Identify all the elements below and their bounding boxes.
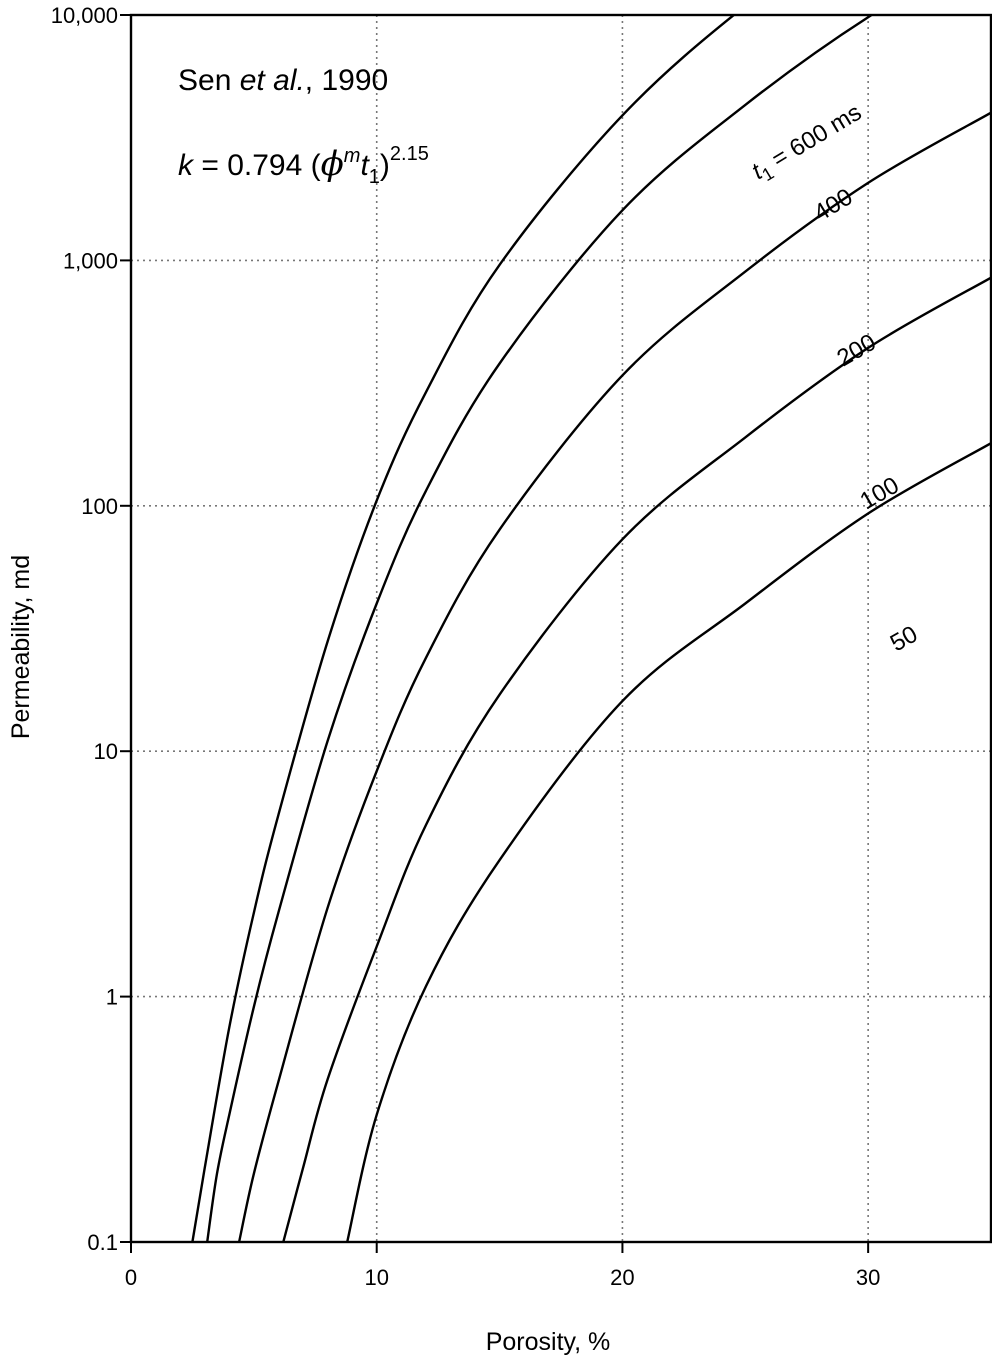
y-tick-label: 1 <box>106 985 118 1010</box>
y-tick-label: 10 <box>94 739 118 764</box>
grid-lines <box>131 15 991 1242</box>
equation-close: ) <box>380 149 390 182</box>
y-tick-label: 0.1 <box>87 1230 118 1255</box>
series-line-600 <box>191 15 736 1242</box>
citation-year: , 1990 <box>305 64 388 97</box>
equation-m: m <box>344 145 361 167</box>
curve-label-400: 400 <box>809 183 857 227</box>
x-tick-labels: 0 10 20 30 <box>125 1265 881 1290</box>
equation-eq: = 0.794 ( <box>193 149 321 182</box>
x-tick-label: 10 <box>364 1265 388 1290</box>
citation-etal: et al. <box>240 64 305 97</box>
y-tick-label: 10,000 <box>51 3 118 28</box>
x-tick-label: 30 <box>856 1265 880 1290</box>
equation-k: k <box>178 149 195 182</box>
citation-annotation: Sen et al., 1990 <box>178 64 388 97</box>
y-tick-label: 100 <box>81 494 118 519</box>
y-tick-labels: 0.1 1 10 100 1,000 10,000 <box>51 3 118 1255</box>
equation-phi: ϕ <box>321 144 344 184</box>
x-tick-label: 0 <box>125 1265 137 1290</box>
equation-t-sub: 1 <box>369 166 380 188</box>
series-curves <box>191 15 991 1242</box>
equation-exponent: 2.15 <box>390 143 429 165</box>
citation-author: Sen <box>178 64 231 97</box>
equation-annotation: k = 0.794 (ϕmt1)2.15 <box>178 143 429 188</box>
series-line-400 <box>206 15 874 1242</box>
x-tick-label: 20 <box>610 1265 634 1290</box>
y-axis-title: Permeability, md <box>7 555 35 739</box>
y-tick-label: 1,000 <box>63 248 118 273</box>
curve-label-600-rest: = 600 ms <box>761 99 866 177</box>
curve-label-100: 100 <box>856 472 904 515</box>
plot-frame <box>129 13 992 1244</box>
equation-t: t <box>360 149 370 182</box>
axis-ticks <box>120 14 870 1253</box>
curve-label-50: 50 <box>886 621 922 658</box>
series-line-100 <box>282 276 991 1242</box>
series-line-50 <box>346 442 991 1242</box>
series-line-200 <box>237 111 991 1242</box>
x-axis-title: Porosity, % <box>486 1328 611 1356</box>
curve-label-600: t1 = 600 ms <box>747 99 868 189</box>
